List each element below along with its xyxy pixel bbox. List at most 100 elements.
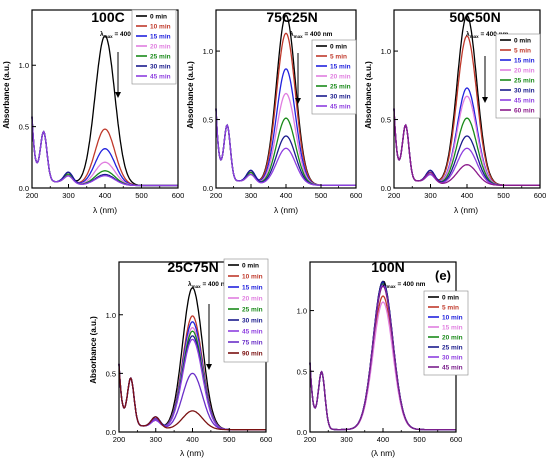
x-tick-label: 400: [377, 435, 390, 444]
legend-entry: 45 min: [330, 103, 351, 110]
legend-entry: 20 min: [150, 43, 171, 50]
y-tick-label: 0.5: [381, 116, 391, 125]
x-tick-label: 600: [172, 191, 185, 200]
x-tick-label: 500: [315, 191, 328, 200]
legend-entry: 10 min: [242, 273, 263, 280]
y-tick-label: 1.0: [203, 47, 213, 56]
legend-entry: 30 min: [442, 354, 463, 361]
trend-arrow-head: [206, 364, 212, 370]
sample-title: 75C25N: [266, 9, 317, 25]
chart-panel-c: 200 300 400 500 600 0.0 0.5 1.0 λ (nm) Absorbance…: [364, 9, 546, 215]
legend-entry: 20 min: [242, 295, 263, 302]
legend-entry: 20 min: [514, 67, 535, 74]
legend-entry: 30 min: [514, 87, 535, 94]
series-line: [31, 116, 178, 187]
x-axis-label: λ (nm): [274, 205, 298, 215]
x-axis-label: (λ nm): [371, 448, 395, 458]
legend-box: [495, 33, 541, 119]
legend-entry: 15 min: [150, 33, 171, 40]
legend-entry: 5 min: [442, 304, 459, 311]
x-tick-label: 500: [135, 191, 148, 200]
x-tick-label: 200: [388, 191, 401, 200]
panel-letter: (e): [435, 268, 451, 283]
chart-panel-e: 200 300 400 500 600 0.0 0.5 1.0 (λ nm) 100N λmax =…: [297, 259, 469, 458]
legend-entry: 20 min: [330, 73, 351, 80]
legend-entry: 15 min: [242, 284, 263, 291]
legend-entry: 0 min: [150, 13, 167, 20]
series-line: [393, 108, 540, 186]
series-line: [118, 363, 266, 431]
legend-entry: 5 min: [330, 53, 347, 60]
x-axis-label: λ (nm): [454, 205, 478, 215]
legend-entry: 30 min: [150, 63, 171, 70]
x-tick-label: 300: [340, 435, 353, 444]
y-tick-label: 0.0: [297, 428, 307, 437]
series-line: [215, 108, 356, 186]
y-tick-label: 0.5: [297, 367, 307, 376]
legend-entry: 60 min: [514, 107, 535, 114]
sample-title: 100N: [371, 259, 404, 275]
legend-entry: 45 min: [514, 97, 535, 104]
legend-entry: 15 min: [330, 63, 351, 70]
x-tick-label: 600: [534, 191, 547, 200]
series-line: [215, 108, 356, 186]
x-tick-label: 500: [497, 191, 510, 200]
legend-entry: 5 min: [514, 47, 531, 54]
legend-entry: 0 min: [442, 294, 459, 301]
legend-entry: 0 min: [242, 262, 259, 269]
sample-title: 100C: [91, 9, 124, 25]
x-tick-label: 200: [113, 435, 126, 444]
y-tick-label: 0.5: [203, 116, 213, 125]
y-tick-label: 0.5: [19, 123, 29, 132]
x-tick-label: 600: [350, 191, 363, 200]
legend-box: [131, 9, 177, 85]
y-axis-label: Absorbance (a.u.): [2, 61, 11, 129]
chart-panel-b: 200 300 400 500 600 0.0 0.5 1.0 λ (nm) Absorbance…: [186, 9, 362, 215]
chart-panel-a: 200 300 400 500 600 0.0 0.5 1.0 λ (nm) Absorbance…: [2, 9, 184, 215]
legend-entry: 25 min: [442, 344, 463, 351]
x-axis-label: λ (nm): [180, 448, 204, 458]
series-line: [309, 285, 456, 431]
x-tick-label: 300: [245, 191, 258, 200]
lambda-max-annotation: λmax = 400 nm: [383, 280, 426, 289]
x-tick-label: 600: [450, 435, 463, 444]
legend-entry: 15 min: [514, 57, 535, 64]
legend-entry: 25 min: [330, 83, 351, 90]
y-axis-label: Absorbance (a.u.): [364, 61, 373, 129]
legend-entry: 30 min: [330, 93, 351, 100]
x-tick-label: 400: [186, 435, 199, 444]
y-axis-label: Absorbance (a.u.): [186, 61, 195, 129]
lambda-max-annotation: λmax = 400 nm: [188, 280, 231, 289]
y-tick-label: 0.0: [19, 184, 29, 193]
y-tick-label: 0.5: [106, 369, 116, 378]
y-tick-label: 0.0: [106, 428, 116, 437]
legend-entry: 25 min: [150, 53, 171, 60]
chart-panel-d: 200 300 400 500 600 0.0 0.5 1.0 λ (nm) Absorbance…: [89, 258, 272, 458]
x-tick-label: 500: [223, 435, 236, 444]
legend-entry: 0 min: [514, 37, 531, 44]
x-tick-label: 200: [304, 435, 317, 444]
legend-entry: 10 min: [150, 23, 171, 30]
y-tick-label: 1.0: [106, 311, 116, 320]
series-line: [393, 108, 540, 186]
legend-entry: 15 min: [442, 324, 463, 331]
x-tick-label: 300: [424, 191, 437, 200]
series-line: [393, 108, 540, 186]
legend-entry: 20 min: [442, 334, 463, 341]
legend-entry: 0 min: [330, 43, 347, 50]
x-tick-label: 300: [62, 191, 75, 200]
y-tick-label: 1.0: [19, 61, 29, 70]
y-tick-label: 0.0: [203, 184, 213, 193]
x-tick-label: 500: [413, 435, 426, 444]
legend-entry: 45 min: [150, 73, 171, 80]
y-tick-label: 1.0: [297, 307, 307, 316]
x-tick-label: 400: [99, 191, 112, 200]
legend-entry: 30 min: [242, 317, 263, 324]
series-line: [215, 108, 356, 186]
lambda-max-annotation: λmax = 400 nm: [466, 30, 509, 39]
legend-entry: 45 min: [442, 364, 463, 371]
y-axis-label: Absorbance (a.u.): [89, 316, 98, 384]
x-tick-label: 300: [149, 435, 162, 444]
x-tick-label: 400: [280, 191, 293, 200]
